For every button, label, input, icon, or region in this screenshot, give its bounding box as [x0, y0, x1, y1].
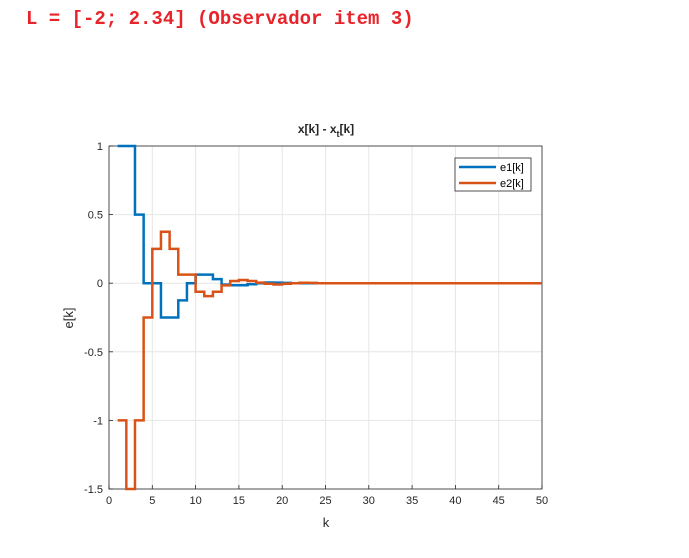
chart-title-main: x[k] - x — [298, 122, 337, 136]
x-tick-label: 0 — [106, 495, 112, 507]
chart-title: x[k] - xt[k] — [298, 122, 354, 139]
chart-title-subscript: t — [337, 129, 340, 139]
legend-label-e1: e1[k] — [500, 162, 524, 174]
x-tick-label: 5 — [149, 495, 155, 507]
x-tick-label: 30 — [363, 495, 375, 507]
x-tick-label: 40 — [449, 495, 461, 507]
y-tick-label: 1 — [97, 141, 103, 153]
ticks: 0 5 10 15 20 25 30 35 40 45 50 1 0.5 0 -0.5 -1 -1.5 — [84, 141, 548, 507]
x-tick-label: 25 — [319, 495, 331, 507]
y-tick-label: 0.5 — [88, 210, 103, 222]
legend-box — [454, 157, 532, 192]
x-tick-label: 10 — [189, 495, 201, 507]
x-tick-label: 50 — [536, 495, 548, 507]
page-heading: L = [-2; 2.34] (Observador item 3) — [26, 8, 414, 30]
x-tick-label: 15 — [233, 495, 245, 507]
x-tick-label: 35 — [406, 495, 418, 507]
y-tick-label: -1 — [93, 415, 103, 427]
y-tick-label: 0 — [97, 278, 103, 290]
x-tick-label: 45 — [493, 495, 505, 507]
y-tick-label: -1.5 — [84, 484, 103, 496]
legend: e1[k] e2[k] — [454, 157, 532, 192]
x-tick-label: 20 — [276, 495, 288, 507]
chart-title-tail: [k] — [340, 122, 355, 136]
series-line-e2 — [117, 230, 542, 491]
x-axis-label: k — [323, 515, 330, 530]
y-tick-label: -0.5 — [84, 347, 103, 359]
series — [117, 144, 542, 491]
y-axis-label: e[k] — [61, 308, 76, 329]
legend-label-e2: e2[k] — [500, 178, 524, 190]
